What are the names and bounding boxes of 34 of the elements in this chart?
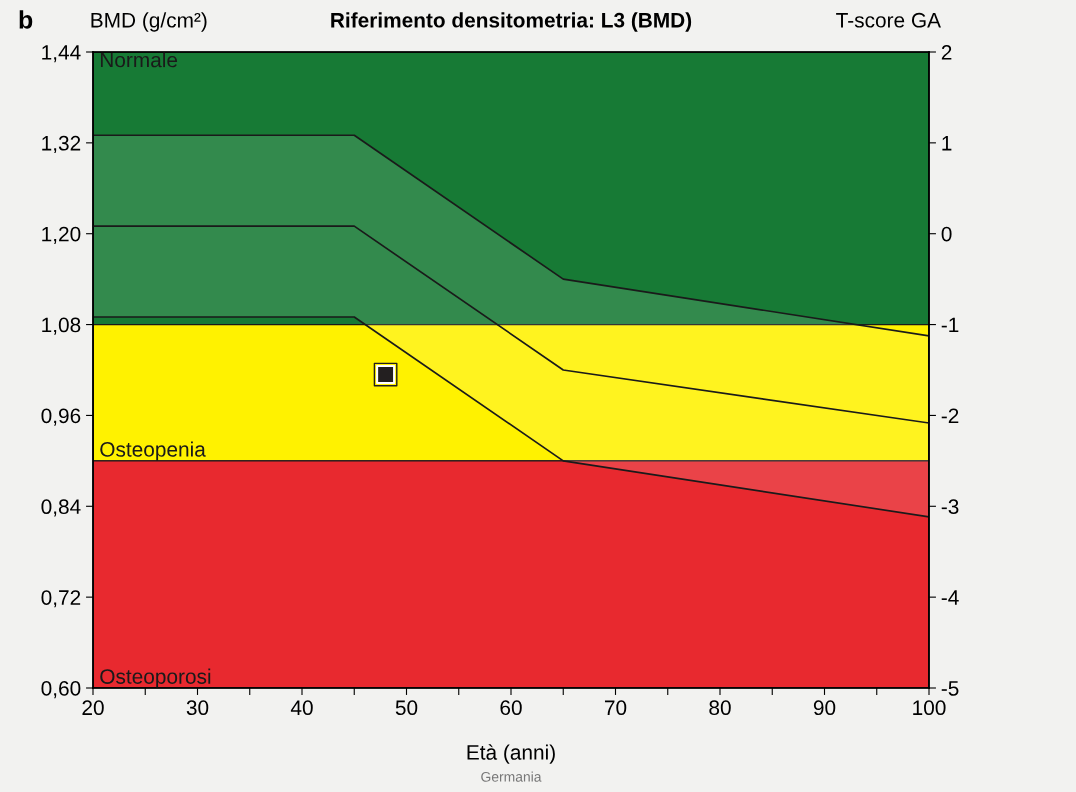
y2-tick-label: 2 [941,45,952,60]
y2-tick-label: -5 [941,681,959,696]
band-label: Osteoporosi [100,668,211,688]
y2-axis-title: T-score GA [836,12,941,28]
text: Germania [481,771,542,782]
y2-tick-label: -3 [941,499,959,515]
y-axis-title: BMD (g/cm²) [91,12,207,32]
x-tick-label: 50 [395,700,418,716]
x-tick-label: 20 [82,700,104,716]
y2-tick-label: -1 [941,317,959,333]
y2-tick-label: 1 [942,136,952,151]
y-tick-label: 1,32 [42,135,81,154]
y-tick-label: 1,44 [42,45,81,63]
y-tick-label: 1,08 [42,317,81,335]
x-tick-label: 70 [604,700,627,716]
y2-tick-label: -2 [941,408,959,423]
band-label: Osteopenia [100,441,206,461]
x-tick-label: 90 [813,700,836,716]
x-axis-title: Età (anni) [467,744,555,764]
y-tick-label: 0,96 [41,408,81,426]
x-tick-label: 40 [290,700,313,716]
x-tick-label: 60 [500,700,522,716]
x-tick-label: 100 [913,700,946,716]
y-tick-label: 0,60 [41,681,81,699]
y2-tick-label: -4 [941,590,959,605]
y2-tick-label: 0 [941,226,952,242]
y-tick-label: 0,72 [41,590,81,608]
text: b [19,10,33,29]
x-tick-label: 30 [186,700,209,716]
x-tick-label: 80 [709,700,731,716]
y-tick-label: 0,84 [41,499,81,517]
chart-title: Riferimento densitometria: L3 (BMD) [331,12,692,32]
band-label: Normale [100,52,178,68]
y-tick-label: 1,20 [42,226,81,244]
